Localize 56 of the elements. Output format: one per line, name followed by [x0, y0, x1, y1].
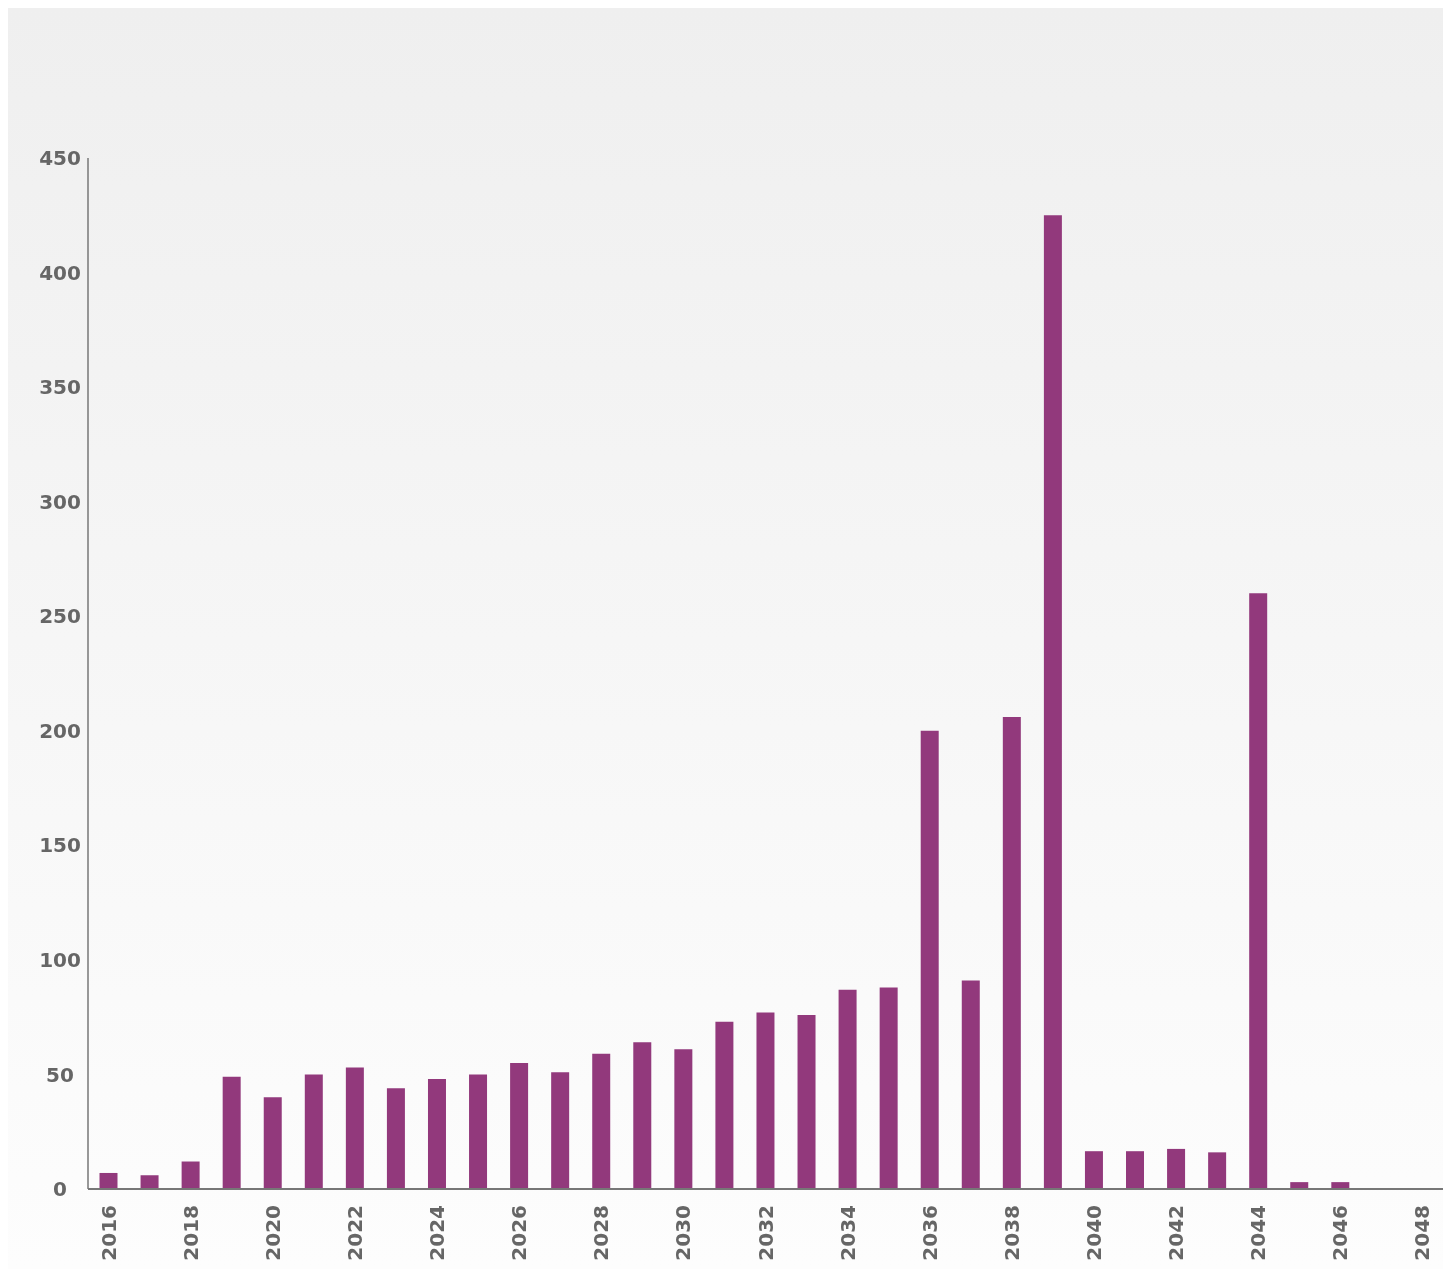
bar: [222, 1076, 241, 1189]
x-tick-label: 2024: [425, 1205, 450, 1261]
x-tick-label: 2022: [342, 1205, 367, 1261]
x-tick-label: 2032: [753, 1205, 778, 1261]
bar: [427, 1079, 446, 1189]
bar: [756, 1012, 775, 1189]
bar: [1249, 593, 1268, 1189]
y-tick-label: 300: [39, 489, 81, 514]
bar: [797, 1014, 816, 1189]
y-tick-label: 150: [39, 833, 81, 858]
y-tick-label: 0: [53, 1177, 67, 1202]
bar: [1084, 1151, 1103, 1189]
y-tick-label: 250: [39, 604, 81, 629]
bar: [1126, 1151, 1145, 1189]
x-tick-label: 2018: [178, 1205, 203, 1261]
bar: [592, 1053, 611, 1189]
bar: [961, 980, 980, 1189]
x-tick-label: 2030: [671, 1205, 696, 1261]
y-tick-label: 450: [39, 146, 81, 171]
bar: [140, 1175, 159, 1189]
y-tick-label: 400: [39, 260, 81, 285]
x-tick-label: 2038: [999, 1205, 1024, 1261]
bar: [1208, 1152, 1227, 1189]
bar: [715, 1021, 734, 1189]
bar: [1167, 1148, 1186, 1189]
bar: [263, 1097, 282, 1189]
bar: [99, 1172, 118, 1189]
bar: [304, 1074, 323, 1189]
bar: [1043, 215, 1062, 1189]
x-tick-label: 2044: [1246, 1205, 1271, 1261]
bar: [345, 1067, 364, 1189]
bar: [633, 1042, 652, 1189]
x-tick-label: 2026: [507, 1205, 532, 1261]
x-tick-label: 2040: [1081, 1205, 1106, 1261]
x-tick-label: 2020: [260, 1205, 285, 1261]
x-tick-label: 2048: [1410, 1205, 1435, 1261]
x-tick-label: 2016: [96, 1205, 121, 1261]
bar: [920, 730, 939, 1189]
bar: [1002, 717, 1021, 1189]
y-tick-label: 350: [39, 375, 81, 400]
bar: [838, 989, 857, 1189]
x-tick-label: 2036: [917, 1205, 942, 1261]
bar: [674, 1049, 693, 1189]
y-tick-label: 50: [46, 1062, 74, 1087]
bar: [510, 1062, 529, 1189]
bar: [551, 1072, 570, 1189]
y-tick-label: 100: [39, 947, 81, 972]
x-tick-label: 2034: [835, 1205, 860, 1261]
bar: [879, 987, 898, 1189]
x-tick-label: 2028: [589, 1205, 614, 1261]
x-tick-label: 2046: [1328, 1205, 1353, 1261]
bar: [181, 1161, 200, 1189]
bar: [386, 1088, 405, 1189]
x-tick-label: 2042: [1164, 1205, 1189, 1261]
bar: [469, 1074, 488, 1189]
y-tick-label: 200: [39, 718, 81, 743]
